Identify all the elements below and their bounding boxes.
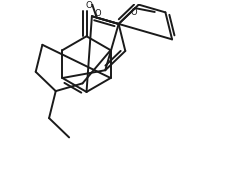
Text: O: O xyxy=(131,8,137,17)
Text: O: O xyxy=(94,9,101,18)
Text: O: O xyxy=(86,1,93,10)
